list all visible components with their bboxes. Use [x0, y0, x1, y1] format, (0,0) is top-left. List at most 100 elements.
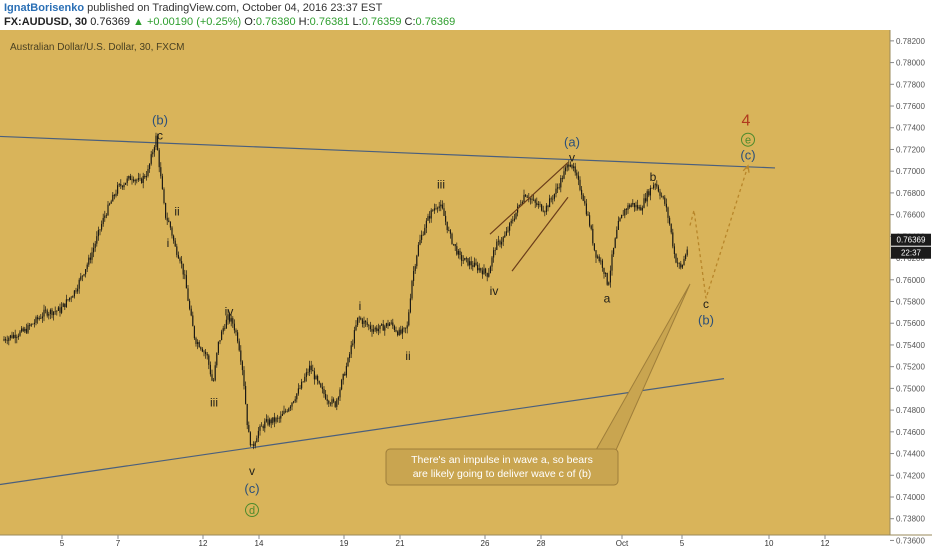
time-axis[interactable]: [0, 535, 932, 550]
candle-body: [336, 399, 338, 407]
candle-body: [371, 328, 373, 332]
candle-body: [235, 330, 237, 333]
candle-body: [395, 330, 397, 332]
candle-body: [477, 264, 479, 271]
candle-body: [323, 389, 325, 395]
candle-body: [136, 179, 138, 181]
wave-label: i: [359, 299, 362, 313]
candle-body: [585, 203, 587, 215]
wave-label-circle: [741, 132, 755, 147]
candle-body: [118, 184, 120, 186]
wave-label: iii: [437, 177, 445, 191]
candle-body: [587, 214, 589, 216]
candle-body: [481, 270, 483, 275]
candle-body: [377, 328, 379, 332]
candle-body: [41, 316, 43, 319]
candle-body: [393, 325, 395, 331]
price-chart[interactable]: 0.78200 0.78000 0.77800 0.77600 0.77400 0.772…: [0, 30, 932, 550]
candle-body: [659, 191, 661, 196]
candle-body: [21, 328, 23, 332]
candle-body: [670, 223, 672, 233]
candle-body: [77, 288, 79, 292]
candle-body: [261, 425, 263, 427]
candle-body: [401, 328, 403, 334]
candle-body: [574, 166, 576, 173]
candle-body: [281, 413, 283, 416]
candle-body: [635, 205, 637, 208]
wave-label: (b): [152, 113, 168, 128]
candle-body: [227, 314, 229, 320]
candle-body: [621, 214, 623, 219]
candle-body: [297, 388, 299, 394]
candle-body: [357, 317, 359, 326]
candle-body: [117, 185, 119, 194]
candle-body: [43, 309, 45, 317]
candle-body: [339, 389, 341, 398]
candle-body: [544, 211, 546, 213]
x-tick-label: 10: [765, 539, 774, 548]
candle-body: [312, 370, 314, 372]
price-axis[interactable]: [890, 30, 932, 535]
candle-body: [190, 308, 192, 316]
candle-body: [163, 189, 165, 203]
candle-body: [397, 331, 399, 336]
x-tick-label: 28: [537, 539, 546, 548]
wave-label: 4: [742, 113, 751, 130]
candle-body: [448, 230, 450, 231]
candle-body: [600, 260, 602, 262]
candle-body: [78, 279, 80, 289]
candle-body: [398, 329, 400, 336]
candle-body: [126, 178, 128, 183]
callout-box[interactable]: [385, 448, 619, 486]
candle-body: [139, 178, 141, 179]
candle-body: [629, 205, 631, 208]
candle-body: [248, 425, 250, 433]
candle-body: [531, 198, 533, 200]
candle-body: [374, 327, 376, 330]
candle-body: [152, 152, 154, 155]
candle-body: [214, 365, 216, 381]
y-tick-label: 0.75600: [896, 319, 925, 328]
candle-body: [533, 199, 535, 201]
candle-body: [389, 323, 391, 326]
candles: [3, 132, 688, 450]
candle-body: [101, 224, 103, 230]
candle-body: [88, 257, 90, 265]
candle-body: [333, 399, 335, 402]
candle-body: [184, 274, 186, 276]
candle-body: [238, 341, 240, 351]
candle-body: [518, 204, 520, 207]
candle-body: [121, 185, 123, 188]
candle-body: [192, 315, 194, 327]
candle-body: [104, 215, 106, 218]
y-tick-label: 0.78000: [896, 59, 925, 68]
wave-label: v: [249, 464, 255, 478]
candle-body: [451, 233, 453, 244]
candle-body: [406, 325, 408, 329]
wave-label: iv: [225, 304, 234, 318]
candle-body: [416, 255, 418, 267]
candle-body: [245, 386, 247, 404]
candle-body: [75, 290, 77, 292]
candle-body: [606, 272, 608, 285]
candle-body: [443, 208, 445, 216]
callout-line-2: are likely going to deliver wave c of (b…: [413, 468, 592, 480]
wave-label: c: [157, 129, 163, 143]
callout-annotation[interactable]: There's an impulse in wave a, so bears a…: [385, 283, 691, 486]
last-price-badge-text: 0.76369: [897, 236, 926, 245]
candle-body: [542, 210, 544, 212]
candle-body: [81, 275, 83, 277]
candle-body: [225, 319, 227, 329]
candle-body: [129, 176, 131, 180]
author-link[interactable]: IgnatBorisenko: [4, 2, 85, 14]
candle-body: [307, 372, 309, 373]
candle-body: [678, 263, 680, 264]
candle-body: [507, 230, 509, 232]
y-tick-label: 0.76600: [896, 211, 925, 220]
candle-body: [137, 178, 139, 180]
candle-body: [417, 244, 419, 256]
candle-body: [49, 309, 51, 314]
candle-body: [70, 297, 72, 299]
candle-body: [131, 179, 133, 181]
candle-body: [189, 300, 191, 309]
